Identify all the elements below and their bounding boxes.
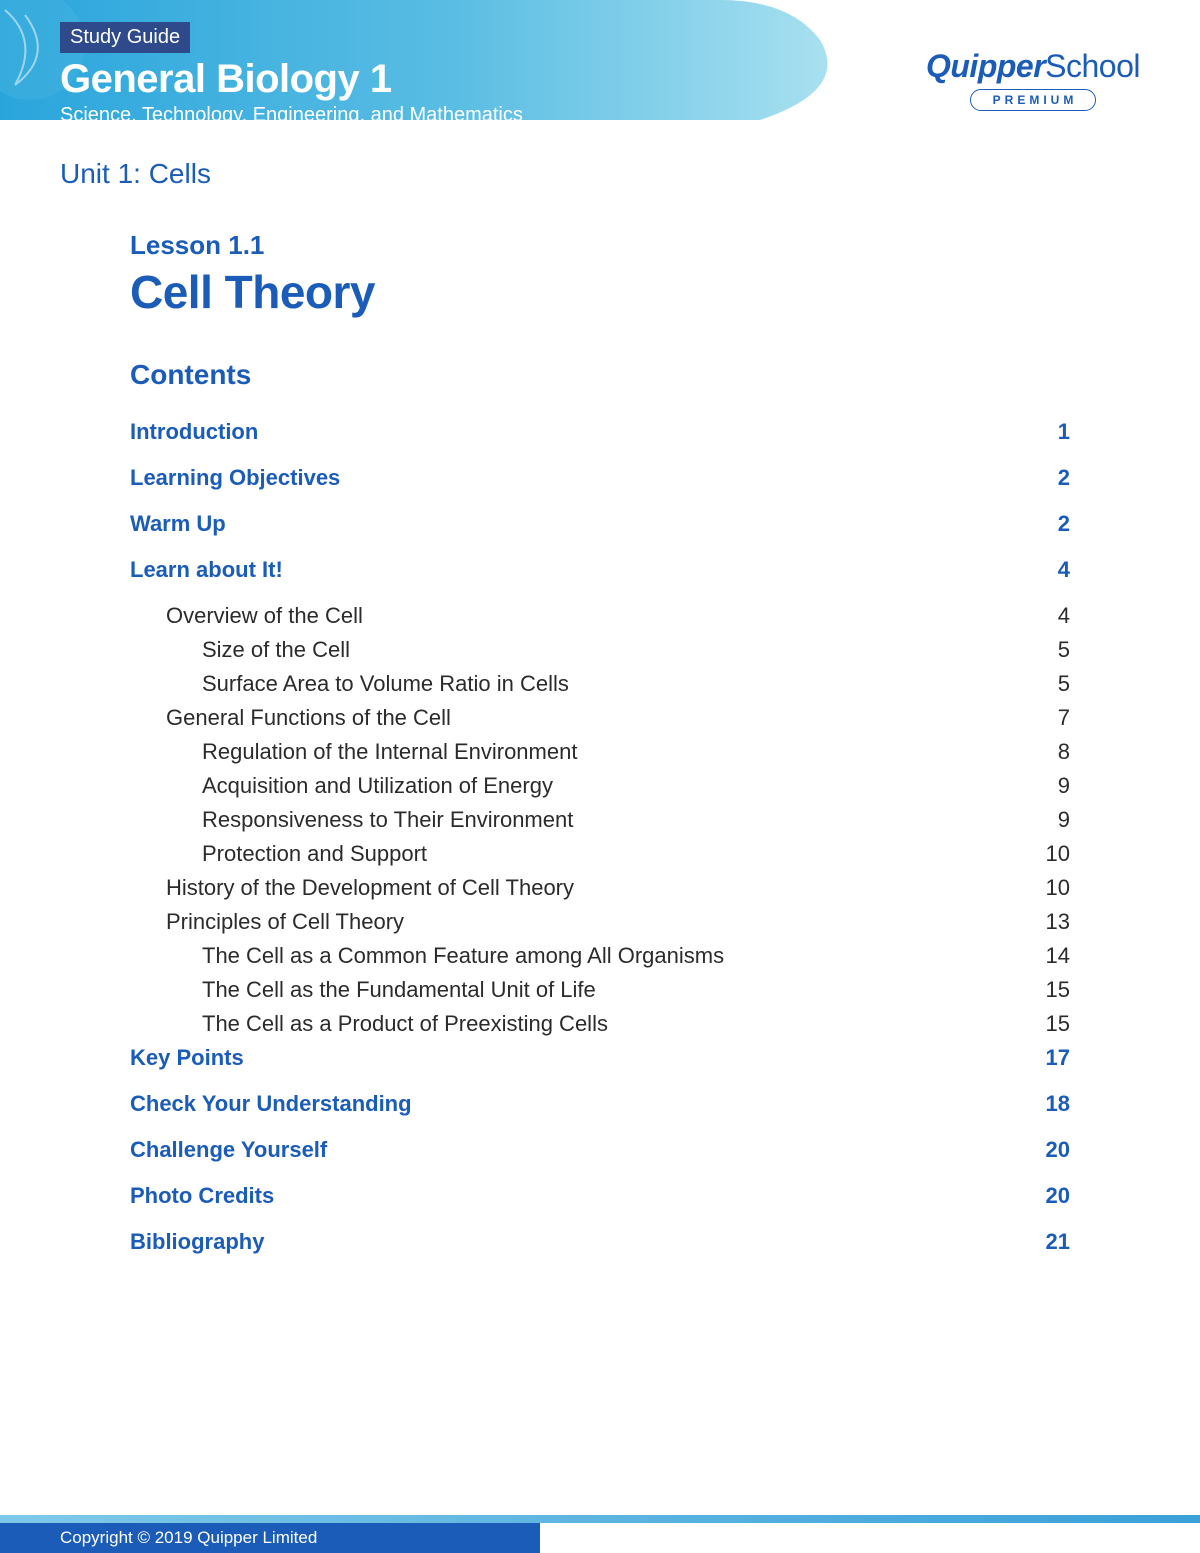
toc-title: General Functions of the Cell [130, 705, 451, 731]
toc-title: Photo Credits [130, 1183, 274, 1209]
toc-page: 1 [1030, 419, 1070, 445]
toc-title: The Cell as the Fundamental Unit of Life [130, 977, 596, 1003]
lesson-title: Cell Theory [130, 265, 1070, 319]
toc-row[interactable]: Protection and Support 10 [130, 841, 1070, 867]
toc-row[interactable]: The Cell as the Fundamental Unit of Life… [130, 977, 1070, 1003]
toc-row[interactable]: The Cell as a Product of Preexisting Cel… [130, 1011, 1070, 1037]
toc-page: 13 [1030, 909, 1070, 935]
toc-row[interactable]: Regulation of the Internal Environment 8 [130, 739, 1070, 765]
toc-row[interactable]: General Functions of the Cell 7 [130, 705, 1070, 731]
toc-row[interactable]: Challenge Yourself 20 [130, 1137, 1070, 1163]
logo-primary: Quipper [926, 48, 1045, 84]
toc-row[interactable]: Principles of Cell Theory 13 [130, 909, 1070, 935]
toc-page: 17 [1030, 1045, 1070, 1071]
logo-text: QuipperSchool [926, 48, 1140, 85]
unit-title: Unit 1: Cells [60, 158, 1200, 190]
toc-row[interactable]: Surface Area to Volume Ratio in Cells 5 [130, 671, 1070, 697]
toc-title: Challenge Yourself [130, 1137, 327, 1163]
toc-title: Size of the Cell [130, 637, 350, 663]
toc-page: 10 [1030, 875, 1070, 901]
footer-copyright: Copyright © 2019 Quipper Limited [0, 1523, 540, 1553]
toc-page: 15 [1030, 1011, 1070, 1037]
toc-title: Warm Up [130, 511, 226, 537]
toc-row[interactable]: The Cell as a Common Feature among All O… [130, 943, 1070, 969]
body: Lesson 1.1 Cell Theory Contents Introduc… [130, 230, 1070, 1255]
toc-title: Check Your Understanding [130, 1091, 412, 1117]
toc-row[interactable]: Check Your Understanding 18 [130, 1091, 1070, 1117]
toc-page: 15 [1030, 977, 1070, 1003]
toc-title: Overview of the Cell [130, 603, 363, 629]
toc-title: Introduction [130, 419, 258, 445]
study-guide-badge: Study Guide [60, 22, 190, 53]
toc-page: 5 [1030, 671, 1070, 697]
toc-page: 9 [1030, 807, 1070, 833]
toc-page: 7 [1030, 705, 1070, 731]
toc-title: Regulation of the Internal Environment [130, 739, 577, 765]
toc-page: 20 [1030, 1183, 1070, 1209]
lesson-number: Lesson 1.1 [130, 230, 1070, 261]
toc-title: Surface Area to Volume Ratio in Cells [130, 671, 569, 697]
toc-page: 2 [1030, 465, 1070, 491]
toc-title: Responsiveness to Their Environment [130, 807, 573, 833]
toc-row[interactable]: Bibliography 21 [130, 1229, 1070, 1255]
logo-secondary: School [1045, 48, 1140, 84]
footer-accent [0, 1515, 1200, 1523]
toc-page: 4 [1030, 603, 1070, 629]
toc-title: The Cell as a Common Feature among All O… [130, 943, 724, 969]
toc-row[interactable]: Responsiveness to Their Environment 9 [130, 807, 1070, 833]
premium-badge: PREMIUM [970, 89, 1097, 111]
toc-title: History of the Development of Cell Theor… [130, 875, 574, 901]
toc-row[interactable]: Size of the Cell 5 [130, 637, 1070, 663]
toc-page: 21 [1030, 1229, 1070, 1255]
toc-title: Protection and Support [130, 841, 427, 867]
toc-title: Key Points [130, 1045, 244, 1071]
toc-row[interactable]: Warm Up 2 [130, 511, 1070, 537]
table-of-contents: Introduction1Learning Objectives2Warm Up… [130, 419, 1070, 1255]
toc-row[interactable]: Key Points 17 [130, 1045, 1070, 1071]
footer: Copyright © 2019 Quipper Limited [0, 1513, 1200, 1553]
toc-page: 9 [1030, 773, 1070, 799]
toc-row[interactable]: History of the Development of Cell Theor… [130, 875, 1070, 901]
toc-page: 10 [1030, 841, 1070, 867]
toc-row[interactable]: Learning Objectives 2 [130, 465, 1070, 491]
toc-title: Learning Objectives [130, 465, 340, 491]
toc-page: 14 [1030, 943, 1070, 969]
toc-row[interactable]: Introduction 1 [130, 419, 1070, 445]
header: Study Guide General Biology 1 Science, T… [0, 0, 1200, 130]
toc-page: 18 [1030, 1091, 1070, 1117]
toc-row[interactable]: Overview of the Cell 4 [130, 603, 1070, 629]
logo: QuipperSchool PREMIUM [926, 48, 1140, 111]
toc-row[interactable]: Photo Credits 20 [130, 1183, 1070, 1209]
toc-page: 2 [1030, 511, 1070, 537]
toc-row[interactable]: Acquisition and Utilization of Energy 9 [130, 773, 1070, 799]
toc-title: The Cell as a Product of Preexisting Cel… [130, 1011, 608, 1037]
toc-title: Learn about It! [130, 557, 283, 583]
toc-title: Bibliography [130, 1229, 264, 1255]
course-title: General Biology 1 [60, 57, 523, 102]
contents-heading: Contents [130, 359, 1070, 391]
toc-title: Acquisition and Utilization of Energy [130, 773, 553, 799]
toc-page: 4 [1030, 557, 1070, 583]
toc-page: 20 [1030, 1137, 1070, 1163]
toc-page: 5 [1030, 637, 1070, 663]
toc-title: Principles of Cell Theory [130, 909, 404, 935]
header-text: Study Guide General Biology 1 Science, T… [60, 22, 523, 127]
course-subtitle: Science, Technology, Engineering, and Ma… [60, 104, 523, 127]
toc-row[interactable]: Learn about It! 4 [130, 557, 1070, 583]
toc-page: 8 [1030, 739, 1070, 765]
